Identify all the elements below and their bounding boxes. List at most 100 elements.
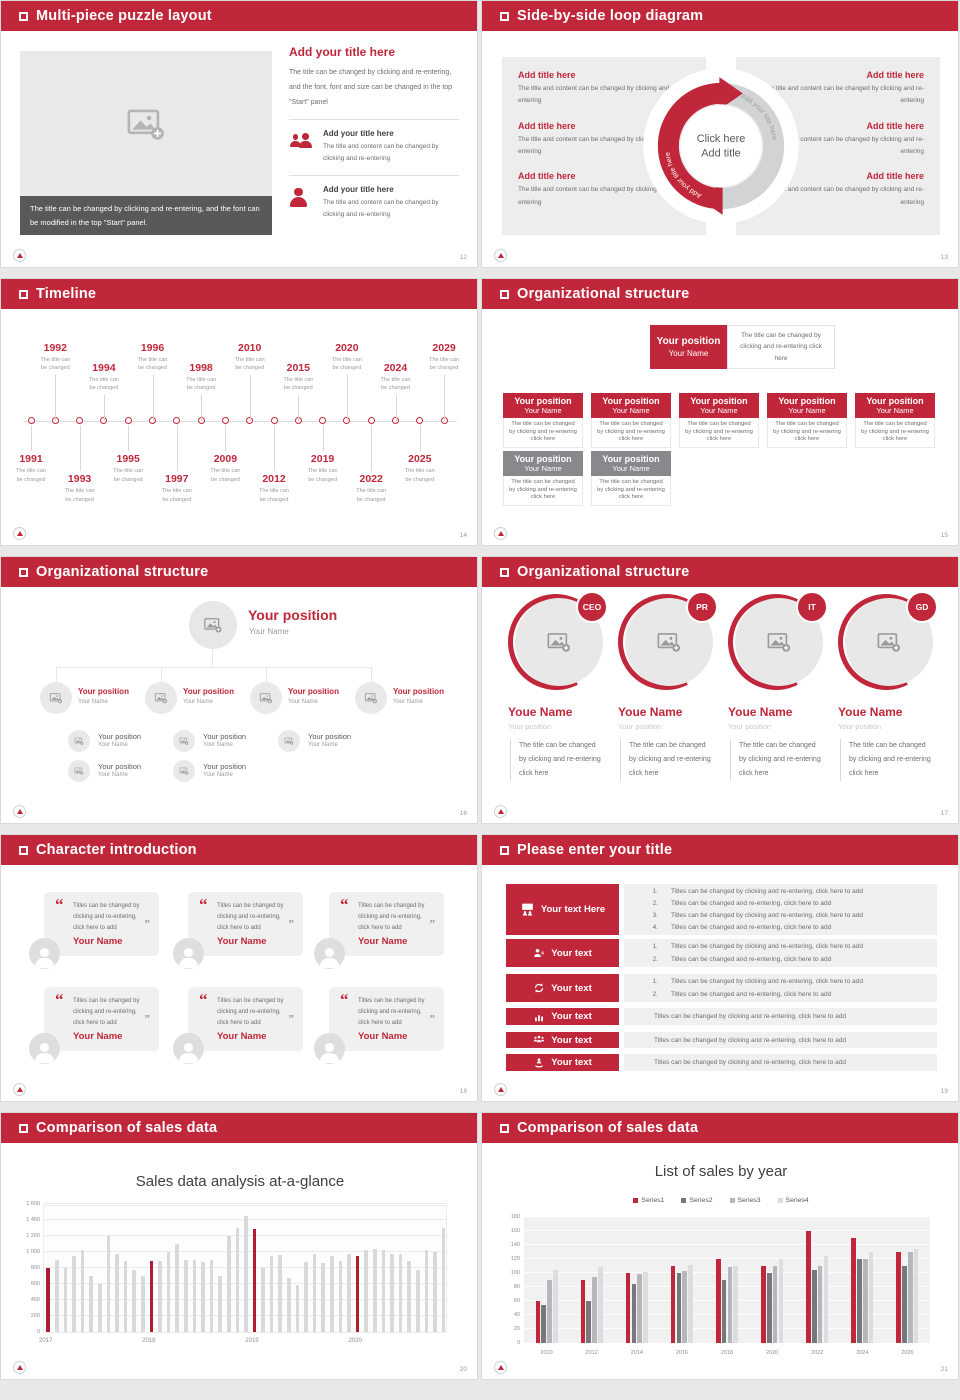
page-number: 16 bbox=[459, 810, 467, 817]
org-position: Your position bbox=[690, 396, 748, 406]
slide-header: Multi-piece puzzle layout bbox=[1, 1, 477, 31]
bar bbox=[631, 1283, 637, 1343]
bar bbox=[851, 1238, 856, 1343]
timeline-axis bbox=[23, 421, 457, 422]
item-heading: Add title here bbox=[866, 70, 924, 80]
text-block-button[interactable]: Your text bbox=[506, 1054, 619, 1071]
timeline-item: 1993 The title can be changed bbox=[52, 473, 108, 504]
chart-title: Sales data analysis at-a-glance bbox=[135, 1173, 345, 1190]
slide-19[interactable]: Please enter your title Your text Here 1.… bbox=[481, 834, 959, 1102]
square-bullet-icon bbox=[19, 1123, 28, 1133]
item-text: Titles can be changed and re-entering, c… bbox=[671, 923, 832, 931]
timeline-caption: The title can be changed bbox=[283, 376, 314, 392]
x-tick-label: 2017 bbox=[39, 1338, 53, 1344]
bar bbox=[676, 1273, 682, 1343]
timeline-item: 1996 The title can be changed bbox=[125, 342, 181, 373]
x-tick-label: 2016 bbox=[675, 1350, 688, 1356]
quote-text: Titles can be changed by clicking and re… bbox=[73, 998, 140, 1027]
bar bbox=[424, 1250, 429, 1332]
org-avatar bbox=[145, 682, 177, 714]
item-heading: Add title here bbox=[518, 120, 576, 131]
quote-card: “ Titles can be changed by clicking and r… bbox=[173, 892, 303, 969]
text-block-button[interactable]: Your text bbox=[506, 974, 619, 1002]
timeline-dot bbox=[319, 417, 327, 424]
bar bbox=[183, 1260, 188, 1332]
timeline-caption: The title can be changed bbox=[113, 468, 144, 483]
timeline-year: 1994 bbox=[92, 361, 116, 374]
org-position: Your position bbox=[183, 687, 234, 696]
page-number: 15 bbox=[940, 532, 948, 539]
loop-panel-item: Add title here The title and content can … bbox=[752, 70, 924, 108]
org-position: Your position bbox=[656, 336, 721, 347]
text-block-button[interactable]: Your text bbox=[506, 1008, 619, 1025]
gridline bbox=[524, 1314, 930, 1315]
close-quote-icon: ” bbox=[429, 918, 436, 930]
person-name: Your Name bbox=[358, 1031, 408, 1042]
timeline-caption: The title can be changed bbox=[64, 488, 95, 503]
chart-legend: Series1 Series2 Series3 Series4 bbox=[482, 1197, 958, 1204]
item-text: Titles can be changed and re-entering, c… bbox=[671, 956, 832, 963]
bar bbox=[416, 1269, 420, 1332]
org-sub-position: Your position bbox=[98, 762, 142, 771]
slide-15[interactable]: Organizational structure Your position Y… bbox=[481, 278, 959, 546]
slide-18[interactable]: Character introduction “ Titles can be ch… bbox=[0, 834, 478, 1102]
timeline-dot bbox=[173, 417, 181, 424]
bar bbox=[721, 1280, 727, 1343]
text-block-button[interactable]: Your text Here bbox=[506, 884, 619, 935]
bar bbox=[175, 1244, 179, 1332]
timeline-stem bbox=[128, 425, 130, 451]
bar bbox=[670, 1266, 676, 1343]
item-text: Titles can be changed by clicking and re… bbox=[671, 978, 863, 985]
bar bbox=[287, 1278, 291, 1332]
bar bbox=[338, 1260, 343, 1332]
slide-20[interactable]: Comparison of sales data Sales data anal… bbox=[0, 1112, 478, 1380]
org-root-avatar bbox=[189, 601, 237, 649]
person-icon bbox=[179, 1043, 199, 1063]
text-block-button[interactable]: Your text bbox=[506, 939, 619, 967]
item-text: The title and content can be changed by … bbox=[518, 186, 680, 206]
people-icon bbox=[289, 129, 323, 149]
x-tick-label: 2012 bbox=[585, 1350, 598, 1356]
bar bbox=[586, 1301, 592, 1343]
org-sub-avatar bbox=[173, 730, 195, 752]
org-position: Your position bbox=[602, 396, 660, 406]
text-block-button[interactable]: Your text bbox=[506, 1032, 619, 1048]
slide-16[interactable]: Organizational structure Your position Y… bbox=[0, 556, 478, 824]
timeline-year: 2015 bbox=[286, 361, 310, 374]
legend-swatch bbox=[777, 1198, 783, 1203]
close-quote-icon: ” bbox=[288, 918, 295, 930]
org-avatar bbox=[355, 682, 387, 714]
slide-13[interactable]: Side-by-side loop diagram Add title here… bbox=[481, 0, 959, 268]
slide-14[interactable]: Timeline 1991 The title can be changed 199… bbox=[0, 278, 478, 546]
image-placeholder-icon bbox=[203, 615, 223, 635]
y-tick-label: 100 bbox=[510, 1270, 520, 1276]
bar-chart: 0 200 400 600 800 1 000 1 200 1 400 1 600 2017 201… bbox=[26, 1201, 447, 1344]
square-bullet-icon bbox=[500, 567, 509, 577]
timeline-stem bbox=[31, 425, 32, 451]
timeline-year: 1995 bbox=[116, 453, 140, 465]
slide-21[interactable]: Comparison of sales data List of sales b… bbox=[481, 1112, 959, 1380]
image-placeholder[interactable] bbox=[20, 51, 272, 196]
x-tick-label: 2024 bbox=[856, 1350, 869, 1356]
timeline-year: 2024 bbox=[383, 361, 408, 374]
y-tick-label: 0 bbox=[36, 1329, 40, 1335]
org-box: Your position Your Name The title can be c… bbox=[591, 451, 671, 506]
bar bbox=[716, 1259, 721, 1343]
list-item: Add your title here The title and conten… bbox=[289, 185, 459, 222]
slide-header: Timeline bbox=[1, 279, 477, 309]
slide-17[interactable]: Organizational structure CEO Youe Name You… bbox=[481, 556, 959, 824]
slide-title: Comparison of sales data bbox=[517, 1120, 699, 1136]
timeline-caption: The title can be changed bbox=[137, 356, 168, 372]
y-tick-label: 1 600 bbox=[26, 1201, 40, 1207]
timeline-item: 1998 The title can be changed bbox=[173, 362, 229, 393]
org-sub-avatar bbox=[278, 730, 300, 752]
legend-item: Series3 bbox=[729, 1197, 761, 1204]
block-label: Your text bbox=[551, 947, 592, 959]
bar bbox=[312, 1253, 317, 1332]
bar bbox=[80, 1250, 85, 1332]
open-quote-icon: “ bbox=[340, 895, 349, 914]
block-label: Your text bbox=[551, 1057, 592, 1068]
gridline bbox=[524, 1328, 930, 1329]
bar bbox=[54, 1260, 59, 1332]
slide-12[interactable]: Multi-piece puzzle layout The title can … bbox=[0, 0, 478, 268]
